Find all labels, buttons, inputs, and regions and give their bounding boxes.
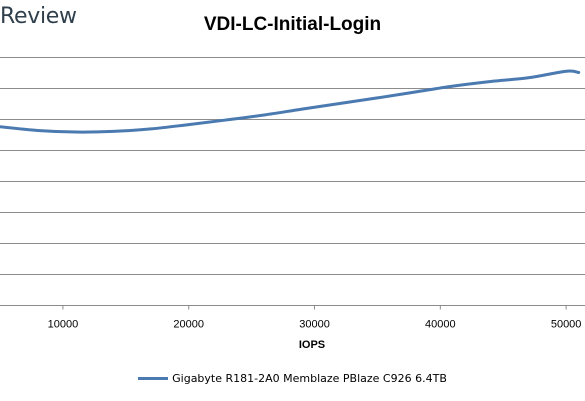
x-tick-label: 20000 (173, 319, 204, 331)
legend-swatch (138, 377, 169, 380)
x-tick-label: 10000 (48, 319, 79, 331)
x-axis-label: IOPS (299, 339, 325, 351)
series-line (0, 69, 581, 134)
x-tick-label: 50000 (551, 319, 582, 331)
x-tick-label: 40000 (425, 319, 456, 331)
legend: Gigabyte R181-2A0 Memblaze PBlaze C926 6… (0, 372, 585, 385)
chart-title: VDI-LC-Initial-Login (203, 14, 382, 35)
x-tick-label: 30000 (299, 319, 330, 331)
legend-label: Gigabyte R181-2A0 Memblaze PBlaze C926 6… (172, 372, 447, 385)
brand-logo-text: Review (0, 4, 77, 29)
